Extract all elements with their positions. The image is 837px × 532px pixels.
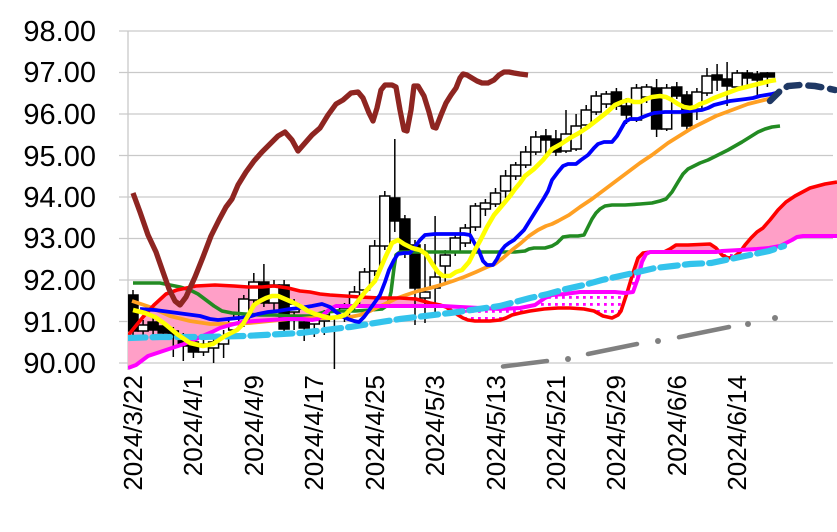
svg-text:94.00: 94.00 (23, 182, 96, 214)
svg-text:91.00: 91.00 (23, 307, 96, 339)
svg-text:98.00: 98.00 (23, 16, 96, 48)
svg-text:97.00: 97.00 (23, 57, 96, 89)
svg-text:2024/4/1: 2024/4/1 (178, 375, 208, 476)
svg-text:2024/6/14: 2024/6/14 (722, 375, 752, 491)
svg-text:93.00: 93.00 (23, 223, 96, 255)
svg-text:2024/4/17: 2024/4/17 (299, 375, 329, 491)
svg-text:2024/4/25: 2024/4/25 (360, 375, 390, 491)
svg-text:2024/4/9: 2024/4/9 (239, 375, 269, 476)
svg-text:95.00: 95.00 (23, 141, 96, 173)
svg-text:2024/5/3: 2024/5/3 (420, 375, 450, 476)
svg-text:2024/6/6: 2024/6/6 (662, 375, 692, 476)
svg-text:90.00: 90.00 (23, 348, 96, 380)
svg-text:92.00: 92.00 (23, 265, 96, 297)
svg-text:2024/5/29: 2024/5/29 (601, 375, 631, 491)
svg-text:2024/5/21: 2024/5/21 (541, 375, 571, 491)
svg-text:96.00: 96.00 (23, 99, 96, 131)
svg-text:2024/5/13: 2024/5/13 (481, 375, 511, 491)
svg-text:2024/3/22: 2024/3/22 (118, 375, 148, 491)
